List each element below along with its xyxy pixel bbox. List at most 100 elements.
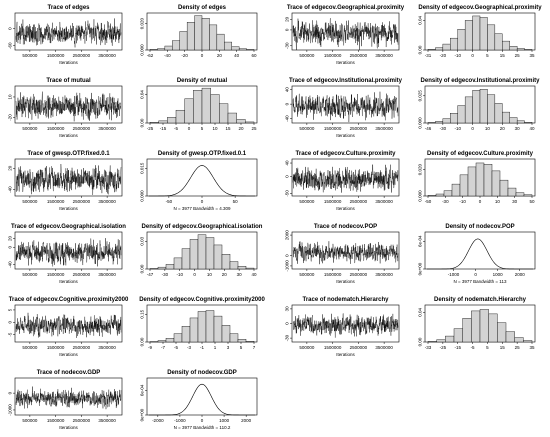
density-edgecov-culture-prox-bar [483, 164, 493, 197]
density-edgecov-geo-prox-xtick-label: 5 [486, 53, 489, 58]
density-nodematch-hierarchy-title: Density of nodematch.Hierarchy [434, 297, 527, 303]
trace-gwesp-title: Trace of gwesp.OTP.fixed.0.1 [27, 151, 110, 157]
density-edges-panel: Density of edges 0.000 0.020 -62 -40 -20 0 20 40… [140, 5, 258, 58]
trace-gwesp-panel: Trace of gwesp.OTP.fixed.0.1 -40 20 500000 1… [8, 151, 123, 211]
trace-nodematch-hierarchy-panel: Trace of nodematch.Hierarchy -30 0 30 500000… [285, 297, 400, 357]
density-edgecov-geo-prox-bar [442, 43, 451, 51]
density-nodematch-hierarchy-xtick-label: -25 [440, 345, 447, 350]
density-edges-bar [164, 45, 173, 51]
density-edgecov-geo-prox-bar [502, 40, 510, 51]
trace-nodematch-hierarchy-xlabel: Iterations [336, 352, 355, 357]
density-edgecov-geo-iso-panel: Density of edgecov.Geographical.isolatio… [140, 224, 263, 277]
trace-edgecov-cog-prox-plot-frame [14, 304, 123, 343]
trace-edgecov-geo-prox-title: Trace of edgecov.Geographical.proximity [287, 5, 405, 11]
trace-nodecov-gdp-xtick-label: 2500000 [73, 418, 91, 423]
density-edges-bar [194, 15, 203, 51]
density-edgecov-cog-prox-bar [189, 317, 199, 343]
trace-mutual-panel: Trace of mutual -20 10 500000 1500000 2500000… [8, 78, 123, 138]
density-gwesp-ytick-label: 0.015 [140, 162, 145, 174]
density-edgecov-culture-prox-ytick-label: 0.000 [418, 190, 423, 202]
density-edgecov-culture-prox-xtick-label: 10 [495, 199, 501, 204]
density-gwesp-subtitle: N = 3977 Bandwidth = 4.309 [173, 206, 231, 211]
trace-edgecov-cog-prox-title: Trace of edgecov.Cognitive.proximity2000 [9, 297, 129, 303]
trace-edgecov-geo-prox-plot-frame [291, 12, 400, 51]
density-edgecov-culture-prox-panel: Density of edgecov.Culture.proximity 0.00… [418, 151, 536, 204]
density-edges-xtick-label: 0 [201, 53, 204, 58]
density-edgecov-geo-prox-title: Density of edgecov.Geographical.proximit… [418, 5, 542, 11]
trace-edgecov-geo-iso-ytick-label: 0 [8, 245, 13, 248]
density-edgecov-geo-iso-ytick-label: 0.00 [140, 264, 145, 273]
density-edgecov-geo-iso-bar [173, 257, 183, 270]
density-edgecov-inst-prox-bar [450, 113, 458, 124]
density-edges-xtick-label: -62 [147, 53, 154, 58]
density-edgecov-geo-prox-bar [524, 49, 533, 51]
density-nodematch-hierarchy-xtick-label: -5 [471, 345, 475, 350]
trace-edges-panel: Trace of edges -60 0 500000 1500000 2500000 35… [8, 5, 123, 65]
trace-nodecov-gdp-xtick-label: 1500000 [47, 418, 65, 423]
density-edgecov-geo-iso-bar [205, 237, 215, 270]
density-edgecov-inst-prox-bar [442, 118, 451, 124]
trace-edges-title: Trace of edges [47, 5, 90, 11]
trace-edgecov-inst-prox-ytick-label: -40 [285, 115, 290, 122]
density-edgecov-geo-prox-bar [479, 17, 488, 51]
density-edgecov-culture-prox-bar [507, 187, 517, 197]
trace-edgecov-inst-prox-xlabel: Iterations [336, 133, 355, 138]
density-edgecov-inst-prox-bar [457, 105, 466, 124]
density-edgecov-inst-prox-panel: Density of edgecov.Institutional.proximi… [418, 78, 541, 131]
density-edgecov-geo-prox-bar [494, 33, 503, 51]
trace-nodematch-hierarchy-xtick-label: 1500000 [324, 345, 342, 350]
trace-edgecov-inst-prox-trace-line [292, 91, 399, 123]
trace-nodematch-hierarchy-ytick-label: 0 [285, 322, 290, 325]
trace-edgecov-culture-prox-panel: Trace of edgecov.Culture.proximity -50 0 40… [285, 151, 400, 211]
density-edgecov-geo-iso-bar [181, 248, 191, 270]
trace-edgecov-culture-prox-xtick-label: 1500000 [324, 199, 342, 204]
density-edges-ytick-label: 0.000 [140, 44, 145, 56]
density-edgecov-geo-iso-bar [157, 266, 167, 270]
density-nodecov-pop-xtick-label: 0 [474, 272, 477, 277]
density-edgecov-geo-iso-xtick-label: 0 [193, 272, 196, 277]
density-nodecov-pop-xtick-label: -1000 [448, 272, 460, 277]
density-edgecov-geo-prox-xtick-label: 35 [529, 53, 535, 58]
trace-gwesp-xtick-label: 3500000 [98, 199, 116, 204]
density-nodecov-pop-panel: Density of nodecov.POP 0e+00 6e-04 -1000 0 10… [418, 224, 536, 284]
density-edgecov-inst-prox-ytick-label: 0.000 [418, 117, 423, 129]
density-mutual-bar [184, 98, 194, 124]
trace-nodecov-gdp-trace-line [15, 386, 122, 410]
density-nodecov-pop-ytick-label: 0e+00 [418, 262, 423, 275]
trace-edgecov-geo-iso-xlabel: Iterations [59, 279, 78, 284]
density-mutual-bar [167, 117, 177, 124]
trace-gwesp-xtick-label: 1500000 [47, 199, 65, 204]
trace-edgecov-culture-prox-xtick-label: 2500000 [350, 199, 368, 204]
density-nodecov-gdp-xtick-label: 1000 [219, 418, 230, 423]
density-nodematch-hierarchy-bar [462, 318, 472, 343]
trace-edgecov-culture-prox-ytick-label: -50 [285, 190, 290, 197]
trace-nodecov-pop-ytick-label: -1000 [285, 260, 290, 272]
density-edgecov-geo-prox-xtick-label: 15 [500, 53, 506, 58]
density-mutual-bar [158, 120, 168, 124]
density-edges-xtick-label: -20 [181, 53, 188, 58]
density-edgecov-geo-prox-ytick-label: 0.04 [418, 16, 423, 25]
trace-edgecov-geo-prox-xtick-label: 2500000 [350, 53, 368, 58]
trace-nodematch-hierarchy-xtick-label: 3500000 [375, 345, 393, 350]
trace-edgecov-cog-prox-xlabel: Iterations [59, 352, 78, 357]
density-edgecov-culture-prox-xtick-label: -10 [459, 199, 466, 204]
density-edgecov-culture-prox-bar [435, 193, 445, 197]
density-mutual-xtick-label: 25 [251, 126, 257, 131]
density-edgecov-geo-iso-xtick-label: -30 [162, 272, 169, 277]
trace-nodematch-hierarchy-xtick-label: 2500000 [350, 345, 368, 350]
trace-edgecov-geo-prox-trace-line [292, 18, 399, 51]
density-gwesp-xtick-label: 50 [233, 199, 239, 204]
density-edgecov-culture-prox-bar [451, 183, 461, 197]
density-nodematch-hierarchy-xtick-label: 35 [529, 345, 535, 350]
density-mutual-xtick-label: 5 [201, 126, 204, 131]
density-nodematch-hierarchy-bar [523, 340, 533, 343]
trace-edgecov-culture-prox-xtick-label: 500000 [299, 199, 315, 204]
trace-edges-xlabel: Iterations [59, 60, 78, 65]
density-edgecov-inst-prox-bar [494, 103, 503, 124]
density-edgecov-geo-prox-bar [487, 24, 496, 51]
trace-edgecov-cog-prox-xtick-label: 500000 [22, 345, 38, 350]
trace-edgecov-geo-prox-xtick-label: 500000 [299, 53, 315, 58]
trace-gwesp-plot-frame [14, 158, 123, 197]
density-edgecov-culture-prox-xtick-label: 0 [479, 199, 482, 204]
density-nodecov-gdp-xtick-label: -2000 [152, 418, 164, 423]
